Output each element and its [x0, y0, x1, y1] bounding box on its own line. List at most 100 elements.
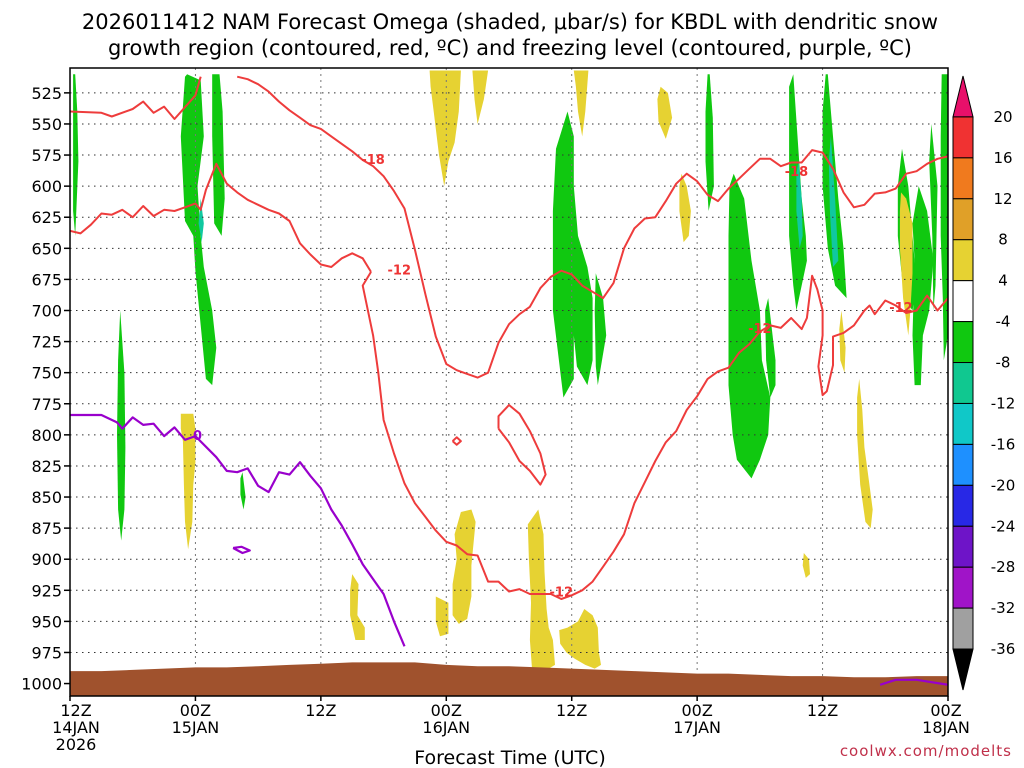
y-tick-label-525: 525 — [31, 84, 62, 103]
y-tick-label-600: 600 — [31, 177, 62, 196]
y-tick-label-800: 800 — [31, 426, 62, 445]
freezing-contour-0 — [70, 413, 406, 647]
omega-region-6 — [594, 273, 607, 386]
colorbar-box-10 — [952, 484, 974, 527]
omega-region-30 — [350, 574, 365, 640]
omega-region-32 — [435, 596, 449, 637]
colorbar-label-10: -24 — [991, 517, 1016, 535]
omega-region-1 — [117, 310, 126, 541]
colorbar-label-3: 8 — [998, 231, 1008, 249]
x-tick-label-36-line1: 00Z — [431, 701, 462, 720]
colorbar-label-5: -4 — [996, 313, 1011, 331]
omega-region-15 — [940, 74, 948, 361]
y-tick-label-700: 700 — [31, 301, 62, 320]
colorbar-box-8 — [952, 402, 974, 445]
colorbar-box-6 — [952, 321, 974, 364]
omega-region-11 — [822, 74, 847, 299]
omega-region-7 — [705, 74, 714, 211]
x-tick-label-72-line1: 12Z — [807, 701, 838, 720]
omega-region-14 — [929, 124, 938, 311]
terrain — [70, 662, 948, 696]
chart-title-line1: 2026011412 NAM Forecast Omega (shaded, μ… — [82, 10, 938, 34]
freezing-contour-2 — [879, 678, 948, 686]
colorbar-box-5 — [952, 280, 974, 323]
contour-label-5: -12 — [889, 301, 913, 316]
omega-region-0 — [73, 74, 79, 236]
y-tick-label-825: 825 — [31, 457, 62, 476]
y-tick-label-550: 550 — [31, 115, 62, 134]
plot-frame — [69, 67, 949, 697]
omega-region-24 — [679, 173, 691, 243]
x-axis-title: Forecast Time (UTC) — [414, 747, 605, 768]
x-tick-label-48-line1: 12Z — [556, 701, 587, 720]
y-tick-label-675: 675 — [31, 270, 62, 289]
contour-label-0: -18 — [361, 153, 385, 168]
y-tick-label-750: 750 — [31, 364, 62, 383]
colorbar: 20 16 12 8 4 -4 -8 -12 -16 -20 -24 -28 -32 -36 — [952, 75, 1016, 691]
chart-title-line2: growth region (contoured, red, ºC) and f… — [108, 36, 912, 60]
colorbar-label-8: -16 — [991, 435, 1016, 453]
omega-region-21 — [472, 70, 489, 124]
colorbar-box-11 — [952, 525, 974, 568]
x-tick-label-84-line1: 00Z — [930, 701, 961, 720]
colorbar-box-4 — [952, 239, 974, 282]
colorbar-box-13 — [952, 607, 974, 650]
omega-region-16 — [796, 161, 803, 249]
x-tick-label-24-line1: 12Z — [305, 701, 336, 720]
colorbar-bottom-arrow — [952, 648, 974, 691]
colorbar-label-11: -28 — [991, 558, 1016, 576]
terrain-fill — [70, 662, 948, 696]
colorbar-box-3 — [952, 198, 974, 241]
contour-label-2: -12 — [550, 586, 574, 601]
contour-label-4: -12 — [748, 322, 772, 337]
plot-area — [70, 68, 948, 696]
omega-region-5 — [552, 111, 593, 398]
y-tick-label-975: 975 — [31, 643, 62, 662]
colorbar-label-13: -36 — [991, 640, 1016, 658]
x-tick-label-60-line1: 00Z — [681, 701, 712, 720]
omega-region-20 — [429, 70, 461, 187]
y-tick-label-1000: 1000 — [21, 675, 62, 694]
colorbar-label-12: -32 — [991, 599, 1016, 617]
omega-region-31 — [452, 509, 476, 624]
x-tick-label-0-line1: 12Z — [60, 701, 91, 720]
colorbar-top-arrow — [952, 75, 974, 118]
x-tick-label-84-line2: 18JAN — [922, 718, 970, 737]
colorbar-box-1 — [952, 116, 974, 159]
omega-region-33 — [527, 509, 555, 672]
x-tick-label-12-line2: 15JAN — [172, 718, 220, 737]
dgz-contour-1 — [70, 162, 372, 273]
colorbar-label-9: -20 — [991, 476, 1016, 494]
omega-region-3 — [212, 74, 225, 236]
dgz-contour-3 — [361, 271, 948, 600]
omega-region-27 — [839, 310, 846, 373]
y-tick-label-775: 775 — [31, 395, 62, 414]
dgz-contour-0 — [70, 76, 202, 120]
freezing-contour-1 — [232, 545, 251, 555]
colorbar-box-12 — [952, 566, 974, 609]
y-tick-label-650: 650 — [31, 239, 62, 258]
credit-text: coolwx.com/modelts — [840, 742, 1012, 760]
omega-region-2 — [180, 74, 217, 386]
x-tick-label-0-line3: 2026 — [56, 735, 97, 754]
y-tick-label-850: 850 — [31, 488, 62, 507]
colorbar-label-7: -12 — [991, 394, 1016, 412]
y-axis: 525 550 575 600 625 650 675 700 725 750 775 800 825 8… — [21, 84, 70, 694]
dgz-contour-2 — [236, 75, 948, 379]
colorbar-label-1: 16 — [993, 149, 1012, 167]
y-tick-label-950: 950 — [31, 612, 62, 631]
y-tick-label-575: 575 — [31, 146, 62, 165]
colorbar-label-0: 20 — [993, 108, 1012, 126]
omega-region-23 — [657, 86, 673, 139]
y-tick-label-725: 725 — [31, 333, 62, 352]
y-tick-label-875: 875 — [31, 519, 62, 538]
x-tick-label-36-line2: 16JAN — [422, 718, 470, 737]
x-tick-label-60-line2: 17JAN — [673, 718, 721, 737]
colorbar-box-9 — [952, 443, 974, 486]
contour-label-6: 0 — [193, 429, 202, 444]
contours — [70, 75, 948, 686]
y-tick-label-900: 900 — [31, 550, 62, 569]
dgz-contour-4 — [497, 404, 547, 486]
